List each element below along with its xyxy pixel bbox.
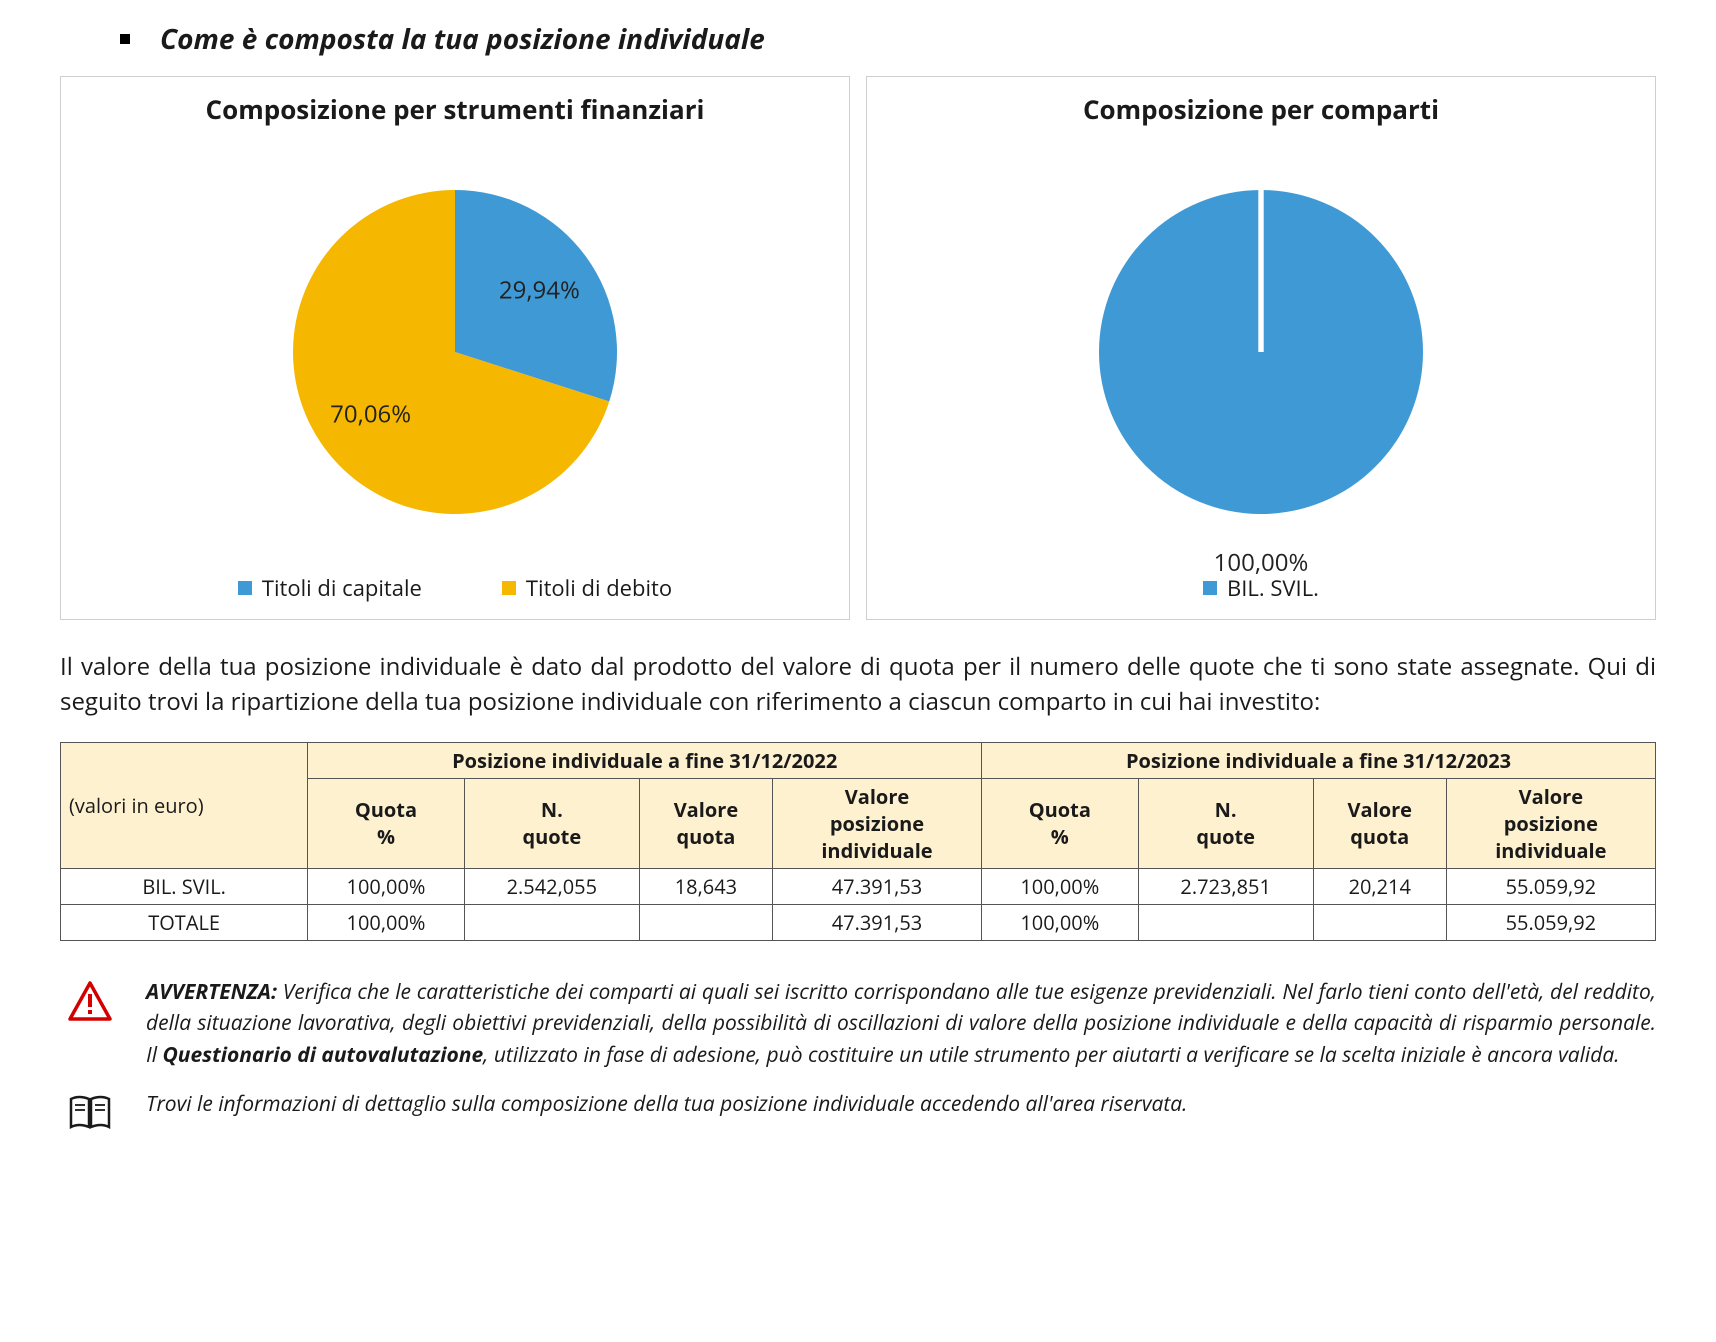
pie-chart-left (275, 172, 635, 532)
warning-lead: AVVERTENZA: (146, 978, 277, 1006)
warning-text: AVVERTENZA: Verifica che le caratteristi… (146, 977, 1656, 1072)
legend-swatch (238, 581, 252, 595)
pie-value-label: 70,06% (330, 397, 411, 430)
table-group-2022: Posizione individuale a fine 31/12/2022 (308, 742, 982, 778)
table-subheader: Valorequota (1313, 778, 1446, 868)
chart-panel-instruments: Composizione per strumenti finanziari 29… (60, 76, 850, 620)
section-heading: Come è composta la tua posizione individ… (120, 20, 1656, 58)
table-subheader: N.quote (1138, 778, 1313, 868)
table-subheader: Quota% (308, 778, 464, 868)
table-cell: 20,214 (1313, 868, 1446, 904)
table-cell: 100,00% (982, 904, 1138, 940)
table-row: BIL. SVIL.100,00%2.542,05518,64347.391,5… (61, 868, 1656, 904)
notes-section: AVVERTENZA: Verifica che le caratteristi… (60, 977, 1656, 1134)
table-subheader: N.quote (464, 778, 639, 868)
table-cell: 18,643 (639, 868, 772, 904)
chart-title-left: Composizione per strumenti finanziari (79, 91, 831, 127)
table-cell (1313, 904, 1446, 940)
table-cell: 2.723,851 (1138, 868, 1313, 904)
table-group-2023: Posizione individuale a fine 31/12/2023 (982, 742, 1656, 778)
info-text: Trovi le informazioni di dettaglio sulla… (146, 1089, 1656, 1121)
info-note: Trovi le informazioni di dettaglio sulla… (60, 1089, 1656, 1133)
legend-item: Titoli di capitale (238, 573, 422, 603)
warning-icon (60, 977, 120, 1021)
table-cell: 100,00% (308, 868, 464, 904)
pie-wrap-right: 100,00% (885, 137, 1637, 567)
pie-value-label: 100,00% (1214, 546, 1309, 579)
table-subheader: Valorequota (639, 778, 772, 868)
chart-legend-left: Titoli di capitale Titoli di debito (79, 573, 831, 603)
table-cell: 2.542,055 (464, 868, 639, 904)
legend-swatch (1203, 581, 1217, 595)
warning-bold-mid: Questionario di autovalutazione (162, 1041, 483, 1069)
table-cell: 100,00% (308, 904, 464, 940)
pie-chart-right (1081, 172, 1441, 532)
legend-swatch (502, 581, 516, 595)
charts-row: Composizione per strumenti finanziari 29… (60, 76, 1656, 620)
legend-text: Titoli di capitale (262, 573, 422, 603)
table-cell: 47.391,53 (772, 904, 981, 940)
pie-value-label: 29,94% (499, 274, 580, 307)
table-corner: (valori in euro) (61, 742, 308, 868)
section-heading-text: Come è composta la tua posizione individ… (160, 20, 765, 58)
table-cell (639, 904, 772, 940)
legend-item: Titoli di debito (502, 573, 672, 603)
position-table: (valori in euro) Posizione individuale a… (60, 742, 1656, 941)
table-cell: 55.059,92 (1446, 904, 1655, 940)
table-row-label: TOTALE (61, 904, 308, 940)
table-cell: 47.391,53 (772, 868, 981, 904)
table-cell: 100,00% (982, 868, 1138, 904)
table-subheader: Valoreposizioneindividuale (1446, 778, 1655, 868)
table-row: TOTALE100,00%47.391,53100,00%55.059,92 (61, 904, 1656, 940)
table-cell (464, 904, 639, 940)
table-cell: 55.059,92 (1446, 868, 1655, 904)
table-cell (1138, 904, 1313, 940)
pie-wrap-left: 29,94% 70,06% (79, 137, 831, 567)
table-row-label: BIL. SVIL. (61, 868, 308, 904)
bullet-icon (120, 34, 130, 44)
book-icon (60, 1089, 120, 1133)
intro-paragraph: Il valore della tua posizione individual… (60, 650, 1656, 720)
table-subheader: Valoreposizioneindividuale (772, 778, 981, 868)
table-subheader: Quota% (982, 778, 1138, 868)
chart-panel-comparti: Composizione per comparti 100,00% BIL. S… (866, 76, 1656, 620)
legend-text: Titoli di debito (526, 573, 672, 603)
warning-text-after: , utilizzato in fase di adesione, può co… (483, 1041, 1619, 1069)
warning-note: AVVERTENZA: Verifica che le caratteristi… (60, 977, 1656, 1072)
chart-title-right: Composizione per comparti (885, 91, 1637, 127)
